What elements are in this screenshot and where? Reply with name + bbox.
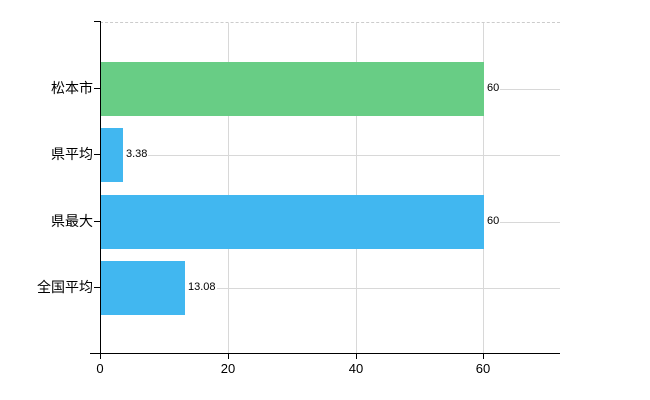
bar-value-label: 60	[484, 81, 501, 95]
gridline-vertical	[483, 23, 484, 354]
plot-area	[100, 22, 560, 354]
y-axis-top-tick	[94, 21, 100, 22]
bar-value-label: 3.38	[123, 147, 149, 161]
bar-value-label: 13.08	[185, 280, 217, 294]
x-axis-tick	[228, 354, 229, 359]
x-axis-tick	[100, 354, 101, 359]
gridline-horizontal	[100, 288, 560, 289]
x-axis-tick-label: 40	[348, 361, 364, 376]
gridline-vertical	[356, 23, 357, 354]
y-axis-tick	[94, 287, 100, 288]
y-axis-tick	[94, 88, 100, 89]
x-axis-tick-label: 0	[96, 361, 104, 376]
x-axis-tick-label: 20	[220, 361, 236, 376]
gridline-horizontal	[100, 155, 560, 156]
category-label: 県平均	[51, 146, 93, 162]
x-axis-line	[90, 353, 560, 354]
y-axis-tick	[94, 221, 100, 222]
bar	[101, 128, 123, 182]
bar	[101, 261, 185, 315]
bar	[101, 195, 484, 249]
bar	[101, 62, 484, 116]
x-axis-tick	[356, 354, 357, 359]
x-axis-tick	[483, 354, 484, 359]
gridline-vertical	[228, 23, 229, 354]
y-axis-line	[100, 21, 101, 353]
x-axis-tick-label: 60	[475, 361, 491, 376]
y-axis-tick	[94, 154, 100, 155]
category-label: 県最大	[51, 213, 93, 229]
category-label: 松本市	[51, 80, 93, 96]
bar-value-label: 60	[484, 214, 501, 228]
category-label: 全国平均	[37, 279, 93, 295]
